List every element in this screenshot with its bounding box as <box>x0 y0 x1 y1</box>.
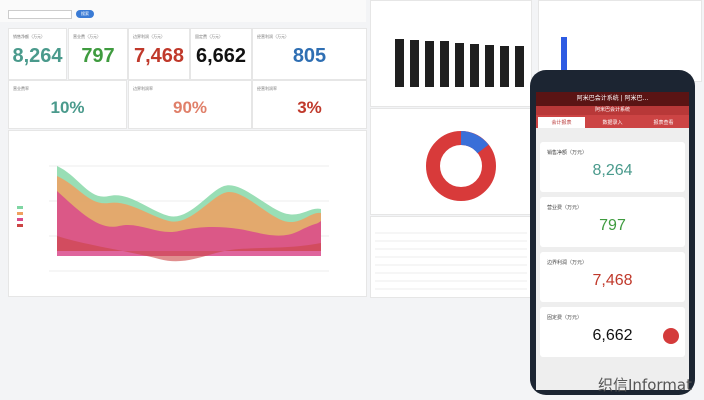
area-chart-panel <box>8 130 367 297</box>
kpi-card: 经营利润（万元） 805 <box>252 28 367 80</box>
phone-card-value: 8,264 <box>592 162 633 179</box>
kpi-label: 固定费（万元） <box>195 34 223 39</box>
phone-card-label: 销售净额（万元） <box>547 150 588 156</box>
phone-subtitle: 阿米巴会计系统 <box>536 106 689 115</box>
ratio-value: 10% <box>50 98 85 117</box>
bar-chart-panel <box>370 0 532 107</box>
toolbar: 搜索 <box>0 0 366 22</box>
ratio-value: 90% <box>172 98 208 117</box>
area <box>57 236 321 262</box>
phone-card-label: 营业费（万元） <box>547 205 583 211</box>
kpi-value: 797 <box>81 45 115 67</box>
ratio-label: 经营利润率 <box>257 86 277 91</box>
ratio-card: 边界利润率 90% <box>128 80 252 129</box>
fab[interactable] <box>663 328 679 344</box>
area <box>57 191 321 256</box>
kpi-label: 边界利润（万元） <box>133 34 165 39</box>
tab[interactable]: 报表查看 <box>653 120 674 126</box>
ratio-card: 经营利润率 3% <box>252 80 367 129</box>
kpi-label: 销售净额（万元） <box>13 34 45 39</box>
phone-card: 边界利润（万元） 7,468 <box>540 252 685 302</box>
search-input[interactable] <box>8 10 72 19</box>
phone-screen: 阿米巴会计系统 | 阿米巴... 阿米巴会计系统 会计报表 数据录入 报表查看 销售… <box>536 92 689 390</box>
donut-panel <box>370 108 532 215</box>
phone-card: 销售净额（万元） 8,264 <box>540 142 685 192</box>
legend <box>17 206 23 227</box>
search-button[interactable]: 搜索 <box>76 10 94 18</box>
kpi-card: 固定费（万元） 6,662 <box>190 28 252 80</box>
ratio-label: 营业费率 <box>13 86 29 91</box>
phone-card: 营业费（万元） 797 <box>540 197 685 247</box>
phone-card: 固定费（万元） 6,662 <box>540 307 685 357</box>
table-panel <box>370 216 532 298</box>
kpi-card: 边界利润（万元） 7,468 <box>128 28 190 80</box>
kpi-value: 805 <box>292 45 327 67</box>
bar-chart <box>395 39 524 87</box>
kpi-value: 6,662 <box>195 45 247 67</box>
donut-chart <box>426 131 496 201</box>
kpi-card: 销售净额（万元） 8,264 <box>8 28 67 80</box>
tab[interactable]: 数据录入 <box>602 120 623 126</box>
phone-card-value: 797 <box>599 217 626 234</box>
phone-card-label: 固定费（万元） <box>547 315 583 321</box>
kpi-label: 经营利润（万元） <box>257 34 289 39</box>
phone-title: 阿米巴会计系统 | 阿米巴... <box>536 92 689 106</box>
kpi-value: 8,264 <box>12 45 63 67</box>
ratio-label: 边界利润率 <box>133 86 153 91</box>
watermark: 织信Informat <box>598 376 692 394</box>
kpi-label: 营业费（万元） <box>73 34 101 39</box>
phone: 阿米巴会计系统 | 阿米巴... 阿米巴会计系统 会计报表 数据录入 报表查看 销售… <box>530 70 695 395</box>
ratio-card: 营业费率 10% <box>8 80 127 129</box>
phone-card-label: 边界利润（万元） <box>547 260 588 266</box>
kpi-value: 7,468 <box>133 45 185 67</box>
phone-card-value: 6,662 <box>592 327 633 344</box>
ratio-value: 3% <box>297 98 322 117</box>
phone-card-value: 7,468 <box>592 272 633 289</box>
tab[interactable]: 会计报表 <box>538 117 585 128</box>
area-chart <box>17 165 329 272</box>
tab-bar: 会计报表 数据录入 报表查看 <box>536 115 689 128</box>
kpi-card: 营业费（万元） 797 <box>68 28 128 80</box>
table <box>375 232 527 290</box>
